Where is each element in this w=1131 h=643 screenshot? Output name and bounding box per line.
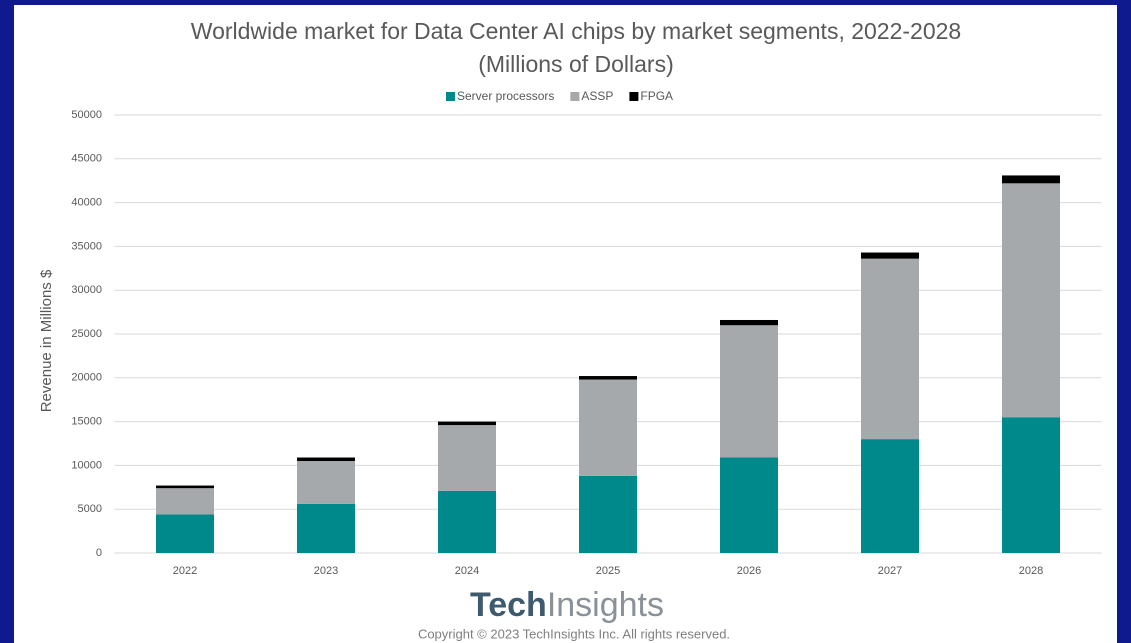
y-tick-label: 40000 — [71, 197, 102, 209]
y-tick-label: 5000 — [78, 503, 102, 515]
bar-segment — [720, 457, 778, 553]
x-tick-label: 2023 — [314, 565, 338, 577]
copyright: Copyright © 2023 TechInsights Inc. All r… — [418, 626, 730, 641]
x-tick-label: 2026 — [737, 565, 761, 577]
x-tick-label: 2028 — [1019, 565, 1043, 577]
legend-label: FPGA — [640, 89, 673, 103]
legend-swatch — [446, 92, 455, 101]
x-tick-label: 2025 — [596, 565, 620, 577]
chart-title: Worldwide market for Data Center AI chip… — [191, 18, 961, 44]
y-tick-label: 15000 — [71, 416, 102, 428]
y-tick-label: 45000 — [71, 153, 102, 165]
y-tick-label: 10000 — [71, 459, 102, 471]
bar-segment — [861, 439, 919, 553]
legend-swatch — [570, 92, 580, 101]
bar-segment — [1002, 417, 1060, 553]
bar-segment — [1002, 183, 1060, 418]
bar-segment — [438, 425, 496, 491]
bar-segment — [861, 258, 919, 440]
y-axis-label: Revenue in Millions $ — [38, 269, 55, 412]
bar-segment — [438, 490, 496, 553]
logo-light: Insights — [547, 586, 664, 624]
logo: TechInsights — [470, 586, 664, 624]
bar-segment — [579, 376, 637, 380]
legend-label: ASSP — [581, 89, 613, 103]
bar-segment — [297, 461, 355, 504]
bar-segment — [297, 457, 355, 462]
x-tick-label: 2024 — [455, 565, 479, 577]
bar-segment — [861, 252, 919, 259]
bar-segment — [156, 514, 214, 553]
y-tick-label: 50000 — [71, 109, 102, 121]
y-tick-label: 20000 — [71, 372, 102, 384]
x-tick-label: 2027 — [878, 565, 902, 577]
y-tick-label: 35000 — [71, 240, 102, 252]
chart-subtitle: (Millions of Dollars) — [478, 51, 674, 77]
bar-segment — [579, 475, 637, 553]
y-tick-label: 0 — [96, 547, 102, 559]
bar-segment — [156, 485, 214, 489]
x-tick-label: 2022 — [173, 565, 197, 577]
bar-segment — [720, 319, 778, 326]
bar-segment — [156, 488, 214, 515]
bar-segment — [297, 503, 355, 553]
bar-segment — [720, 325, 778, 458]
y-tick-label: 30000 — [71, 284, 102, 296]
legend-swatch — [629, 92, 639, 101]
y-tick-label: 25000 — [71, 328, 102, 340]
legend-label: Server processors — [457, 89, 554, 103]
logo-bold: Tech — [470, 586, 547, 624]
bar-segment — [1002, 175, 1060, 184]
bar-segment — [438, 421, 496, 426]
bar-segment — [579, 379, 637, 476]
